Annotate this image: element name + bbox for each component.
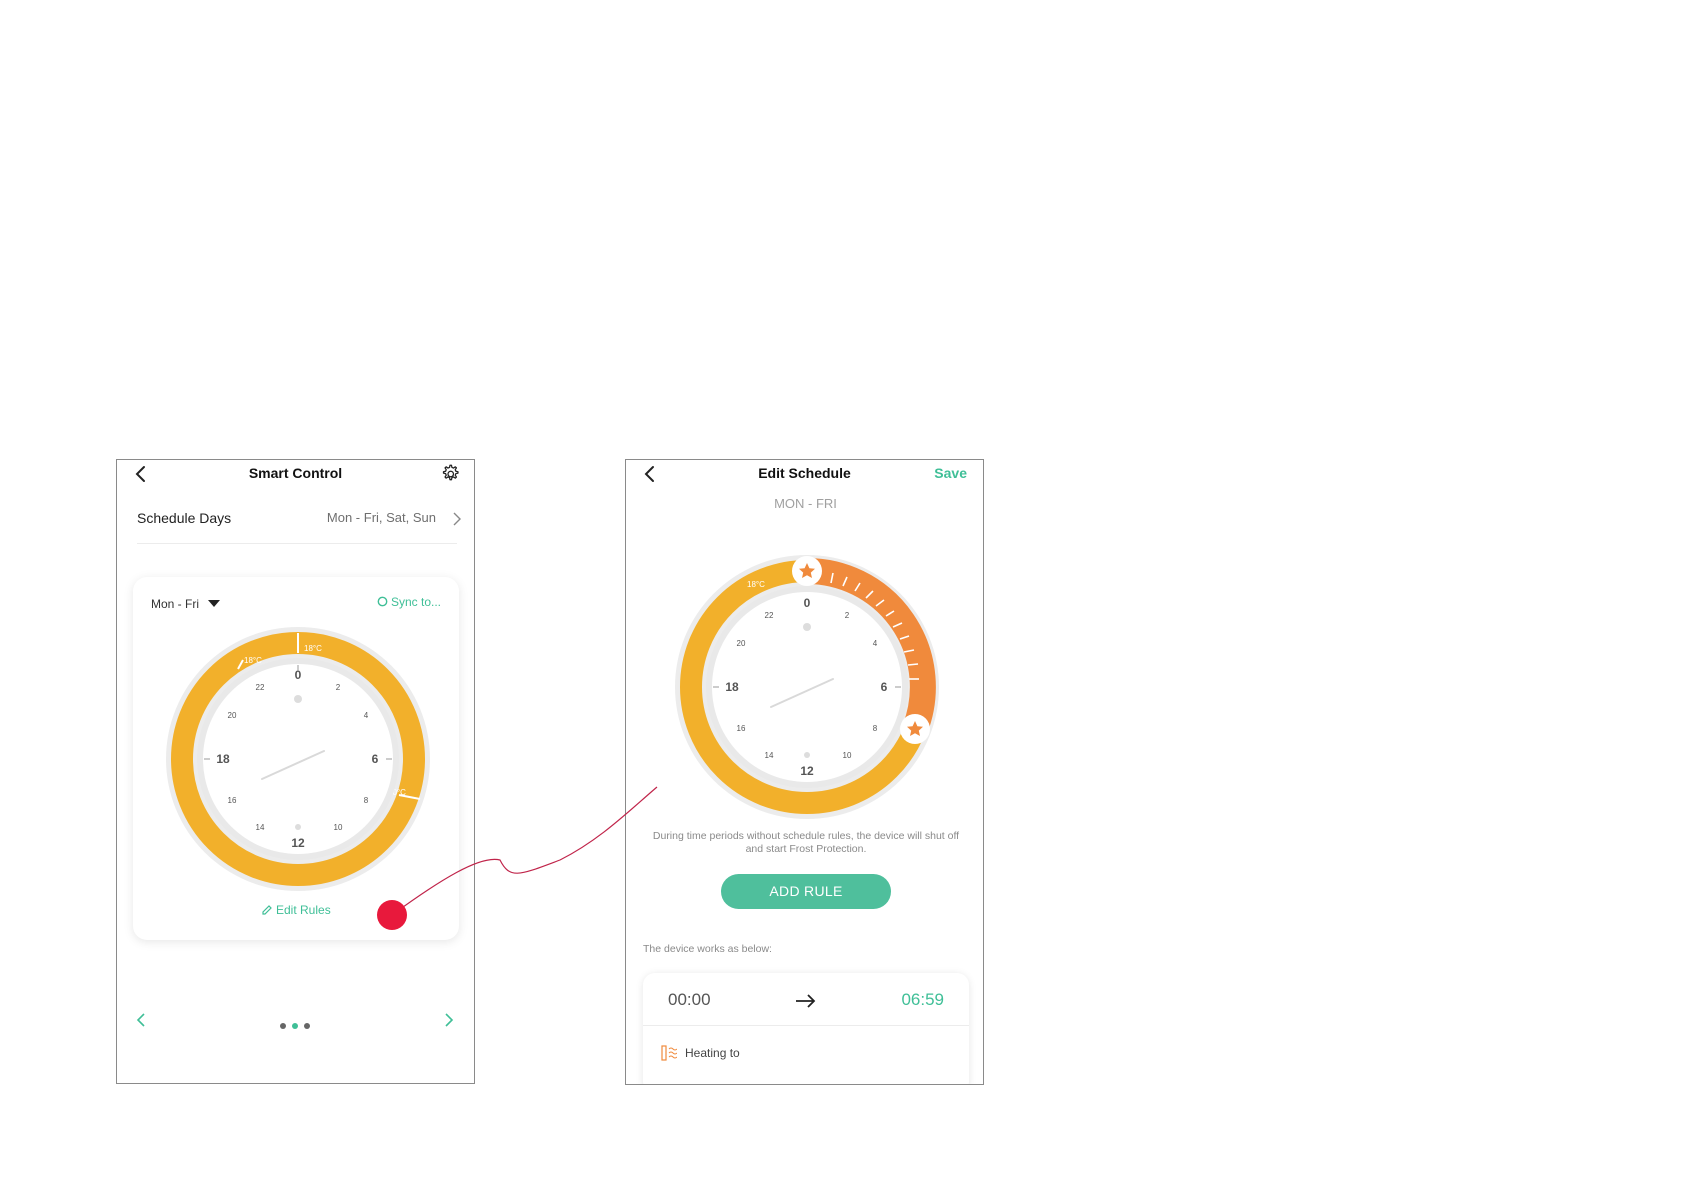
hour-label-0: 0: [804, 596, 811, 610]
works-label: The device works as below:: [643, 943, 772, 955]
hour-label-18: 18: [216, 752, 230, 766]
day-selector[interactable]: Mon - Fri: [151, 595, 221, 615]
schedule-card: Mon - Fri Sync to... 18°C 18°C 20°C 0 6 …: [133, 577, 459, 940]
chevron-left-icon: [136, 1013, 145, 1027]
sun-icon: [295, 824, 301, 830]
star-icon: [907, 721, 923, 736]
hour-label-12: 12: [800, 764, 814, 778]
annotation-marker: [377, 900, 407, 930]
start-handle[interactable]: [792, 556, 822, 586]
hour-label-16: 16: [737, 724, 746, 733]
sync-label: Sync to...: [390, 595, 441, 609]
star-icon: [799, 563, 815, 578]
divider: [137, 543, 457, 544]
hour-label-2: 2: [336, 683, 341, 692]
next-page-button[interactable]: [443, 1012, 455, 1033]
edit-rules-label: Edit Rules: [276, 903, 331, 917]
hour-label-14: 14: [256, 823, 265, 832]
page-title: Smart Control: [248, 465, 343, 481]
hour-label-22: 22: [765, 611, 774, 620]
chevron-left-icon: [135, 466, 145, 482]
sync-icon: [377, 596, 388, 607]
segment-temp-label: 18°C: [747, 580, 765, 589]
schedule-clock-editor[interactable]: 18°C 0 6 12 18 2 4 8 10 14 16 20 22: [675, 555, 939, 819]
pencil-icon: [262, 905, 272, 915]
gear-icon: [442, 464, 459, 481]
back-button[interactable]: [131, 464, 151, 484]
schedule-days-label: Schedule Days: [137, 510, 232, 526]
end-handle[interactable]: [900, 714, 930, 744]
chevron-right-icon: [445, 1013, 454, 1027]
hour-label-2: 2: [845, 611, 850, 620]
hour-label-6: 6: [881, 680, 888, 694]
hour-label-8: 8: [873, 724, 878, 733]
page-dot-active: [292, 1023, 298, 1029]
edit-rules-button[interactable]: Edit Rules: [261, 903, 331, 917]
hour-label-0: 0: [295, 668, 302, 682]
chevron-left-icon: [644, 466, 654, 482]
day-selector-label: Mon - Fri: [151, 597, 199, 611]
add-rule-button[interactable]: ADD RULE: [721, 874, 891, 909]
frost-protection-info: During time periods without schedule rul…: [652, 830, 960, 855]
page-dot: [280, 1023, 286, 1029]
smart-control-screen: Smart Control Schedule Days Mon - Fri, S…: [116, 459, 475, 1084]
segment-temp-label: 20°C: [388, 788, 406, 797]
segment-temp-label: 18°C: [304, 644, 322, 653]
heating-icon: [661, 1045, 677, 1061]
hour-label-4: 4: [364, 711, 369, 720]
schedule-days-row[interactable]: Schedule Days Mon - Fri, Sat, Sun: [117, 498, 474, 540]
hour-label-14: 14: [765, 751, 774, 760]
divider: [643, 1025, 969, 1026]
rule-card[interactable]: 00:00 06:59 Heating to: [643, 973, 969, 1084]
selected-segment-ticks: [830, 572, 919, 680]
clock-face: [712, 592, 902, 782]
hour-label-4: 4: [873, 639, 878, 648]
page-title: Edit Schedule: [758, 465, 851, 481]
sync-button[interactable]: Sync to...: [377, 595, 441, 609]
hour-label-10: 10: [334, 823, 343, 832]
selected-rule-segment[interactable]: [806, 558, 936, 734]
segment-temp-label: 18°C: [244, 656, 262, 665]
moon-icon: [294, 695, 302, 703]
chevron-right-icon: [453, 512, 461, 526]
schedule-days-value: Mon - Fri, Sat, Sun: [326, 510, 436, 525]
back-button[interactable]: [640, 464, 660, 484]
clock-hand: [770, 678, 834, 708]
save-button[interactable]: Save: [934, 465, 967, 481]
hour-label-20: 20: [228, 711, 237, 720]
sun-icon: [804, 752, 810, 758]
caret-down-icon: [208, 600, 221, 607]
rule-end-time[interactable]: 06:59: [901, 990, 944, 1009]
segment-gap: [237, 659, 244, 670]
hour-label-22: 22: [256, 683, 265, 692]
edit-schedule-screen: Edit Schedule Save MON - FRI 18°C 0 6: [625, 459, 984, 1085]
heating-label: Heating to: [685, 1046, 740, 1060]
rule-start-time[interactable]: 00:00: [668, 990, 711, 1009]
hour-label-20: 20: [737, 639, 746, 648]
clock-hand: [261, 750, 325, 780]
settings-button[interactable]: [439, 463, 461, 485]
hour-label-16: 16: [228, 796, 237, 805]
prev-page-button[interactable]: [135, 1012, 147, 1033]
schedule-clock[interactable]: 18°C 18°C 20°C 0 6 12 18 2 4 8 10 14 16 …: [166, 627, 430, 891]
clock-face: [203, 664, 393, 854]
hour-label-10: 10: [843, 751, 852, 760]
annotation-connector-line: [391, 786, 658, 916]
hour-label-18: 18: [725, 680, 739, 694]
hour-label-6: 6: [372, 752, 379, 766]
days-subtitle: MON - FRI: [774, 496, 837, 511]
moon-icon: [803, 623, 811, 631]
page-dot: [304, 1023, 310, 1029]
hour-label-8: 8: [364, 796, 369, 805]
hour-label-12: 12: [291, 836, 305, 850]
segment-gap: [398, 794, 421, 800]
page-indicator: [277, 1016, 313, 1034]
arrow-right-icon: [796, 994, 816, 1008]
